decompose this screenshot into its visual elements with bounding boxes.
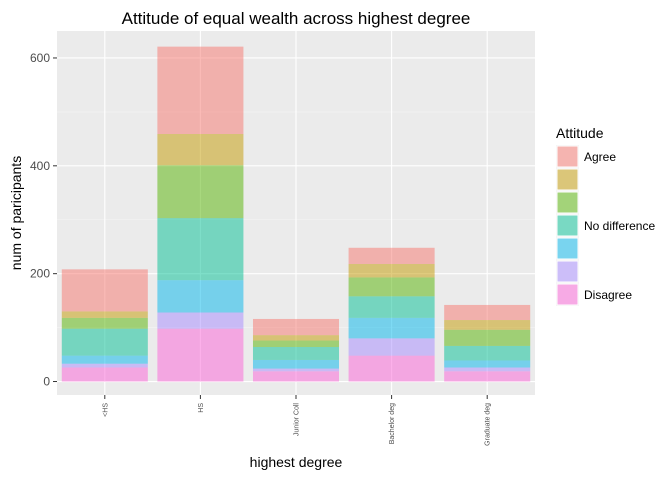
bar-segment — [157, 165, 244, 219]
legend-label: Disagree — [584, 288, 632, 302]
bar-segment — [348, 317, 435, 339]
bar-segment — [157, 218, 244, 281]
x-tick-label: Graduate deg — [485, 403, 492, 446]
y-tick-label: 200 — [30, 267, 50, 281]
y-tick-label: 600 — [30, 51, 50, 65]
bar-segment — [252, 340, 340, 348]
bars — [61, 46, 531, 382]
bar-segment — [61, 311, 148, 318]
bar-segment — [252, 347, 340, 360]
legend-key — [556, 191, 579, 214]
bar-segment — [444, 329, 531, 346]
x-axis-ticks: <HS HS Junior Coll Bachelor deg Graduate deg — [102, 395, 492, 446]
bar-segment — [61, 269, 148, 312]
bar-segment — [444, 345, 531, 361]
bar-segment — [348, 338, 435, 356]
bar-segment — [157, 328, 244, 382]
legend: Attitude Agree No difference Disagree — [556, 125, 655, 306]
bar-segment — [252, 371, 340, 382]
y-tick-label: 0 — [43, 375, 50, 389]
bar-segment — [348, 247, 435, 264]
legend-label: No difference — [584, 219, 655, 233]
y-tick-label: 400 — [30, 159, 50, 173]
bar-segment — [157, 280, 244, 313]
bar-segment — [252, 359, 340, 369]
bar-segment — [252, 335, 340, 341]
legend-key — [556, 260, 579, 283]
bar-segment — [252, 318, 340, 336]
bar-segment — [348, 296, 435, 318]
bar-segment — [444, 371, 531, 382]
y-axis-title: num of paricipants — [8, 156, 24, 270]
x-tick-label: <HS — [102, 403, 109, 417]
x-tick-label: Junior Coll — [294, 403, 301, 437]
bar-segment — [348, 263, 435, 278]
bar-segment — [348, 355, 435, 382]
legend-label: Agree — [584, 150, 616, 164]
bar-segment — [157, 133, 244, 166]
x-tick-label: Bachelor deg — [389, 403, 396, 444]
bar-segment — [61, 355, 148, 364]
bar-segment — [252, 368, 340, 372]
bar-segment — [157, 312, 244, 329]
bar-segment — [61, 317, 148, 329]
bar-segment — [444, 320, 531, 330]
bar-segment — [157, 46, 244, 134]
legend-title: Attitude — [556, 125, 604, 141]
legend-key — [556, 145, 579, 168]
bar-segment — [61, 367, 148, 382]
chart-title: Attitude of equal wealth across highest … — [122, 9, 471, 28]
legend-key — [556, 214, 579, 237]
legend-key — [556, 237, 579, 260]
bar-segment — [348, 277, 435, 297]
x-axis-title: highest degree — [250, 454, 343, 470]
x-tick-label: HS — [198, 403, 205, 413]
legend-key — [556, 168, 579, 191]
legend-key — [556, 283, 579, 306]
bar-segment — [61, 328, 148, 356]
bar-segment — [444, 360, 531, 368]
bar-segment — [444, 304, 531, 321]
y-axis-ticks: 0 200 400 600 — [30, 51, 57, 389]
bar-segment — [444, 367, 531, 372]
bar-segment — [61, 363, 148, 368]
